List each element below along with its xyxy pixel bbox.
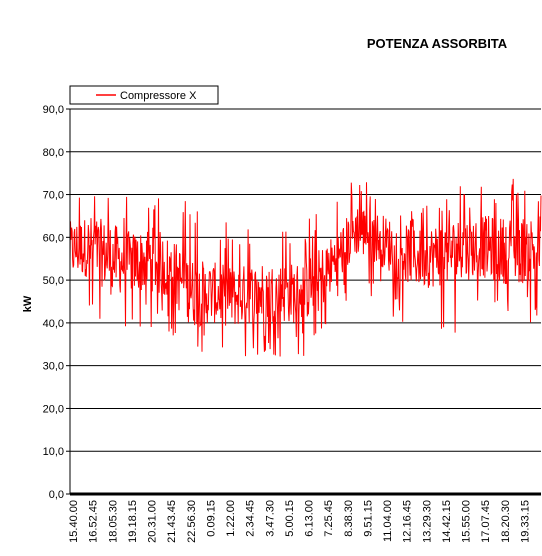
x-tick-label: 20.31.00 [147,500,159,543]
y-axis-ticks: 0,0 10,0 20,0 30,0 40,0 50,0 60,0 70,0 80,0 90,0 [43,104,70,501]
x-tick-label: 15.55.00 [461,500,473,543]
x-tick-label: 9.51.15 [362,500,374,537]
x-tick-label: 12.16.45 [402,500,414,543]
y-axis-label: kW [22,295,34,312]
y-tick-label: 40,0 [43,318,64,330]
x-tick-label: 13.29.30 [421,500,433,543]
series-layer [69,178,542,357]
x-axis-ticks: 15.40.00 16.52.45 18.05.30 19.18.15 20.31.00… [68,500,531,543]
chart-title: POTENZA ASSORBITA [367,36,508,51]
y-tick-label: 70,0 [43,190,64,202]
x-tick-label: 11.04.00 [382,500,394,542]
y-tick-label: 90,0 [43,104,64,116]
x-tick-label: 3.47.30 [264,500,276,537]
x-tick-label: 6.13.00 [304,500,316,537]
x-tick-label: 18.05.30 [107,500,119,543]
legend-box [69,85,219,105]
y-tick-label: 10,0 [43,446,64,458]
y-tick-label: 30,0 [43,361,64,373]
x-tick-label: 7.25.45 [323,500,335,537]
x-tick-label: 5.00.15 [284,500,296,537]
series-line-compressore-x [69,178,542,357]
x-tick-label: 14.42.15 [441,500,453,543]
y-tick-label: 60,0 [43,232,64,244]
x-tick-label: 21.43.45 [166,500,178,543]
x-tick-label: 19.33.15 [519,500,531,543]
x-tick-label: 19.18.15 [127,500,139,543]
x-tick-label: 15.40.00 [68,500,80,543]
x-tick-label: 0.09.15 [205,500,217,537]
x-tick-label: 8.38.30 [343,500,355,537]
x-tick-label: 18.20.30 [500,500,512,543]
x-tick-label: 1.22.00 [225,500,237,537]
legend-label: Compressore X [120,90,197,102]
x-tick-label: 22.56.30 [186,500,198,543]
x-tick-label: 16.52.45 [88,500,100,543]
y-tick-label: 80,0 [43,147,64,159]
x-tick-label: 17.07.45 [480,500,492,543]
y-tick-label: 20,0 [43,403,64,415]
axes [69,109,541,496]
y-tick-label: 0,0 [49,489,64,501]
x-tick-label: 2.34.45 [245,500,257,537]
legend: Compressore X [69,85,219,105]
y-tick-label: 50,0 [43,275,64,287]
